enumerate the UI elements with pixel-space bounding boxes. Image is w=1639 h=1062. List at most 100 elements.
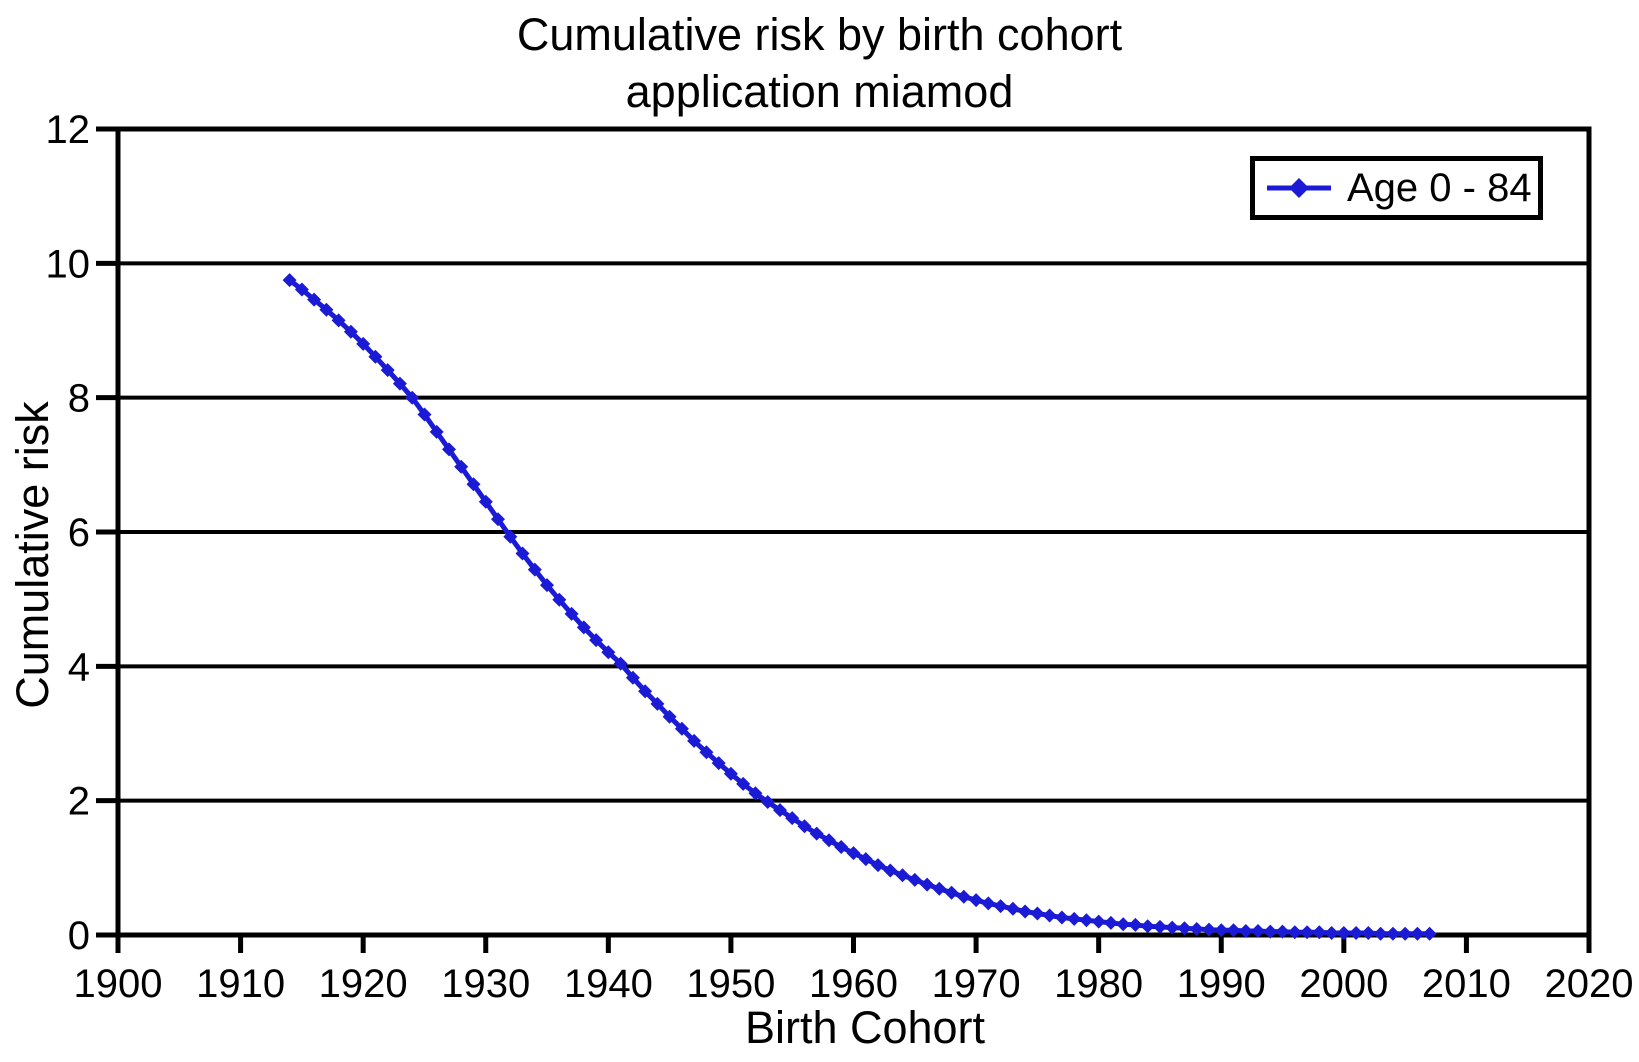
series-point: [662, 709, 677, 724]
series-point: [858, 852, 873, 867]
series-point: [1202, 922, 1216, 937]
legend-label: Age 0 - 84: [1347, 165, 1532, 210]
series-point: [932, 881, 947, 896]
series-point: [1422, 926, 1437, 941]
series-point: [503, 529, 518, 544]
series-point: [1165, 920, 1180, 935]
series-point: [343, 324, 358, 339]
x-tick-label: 1950: [686, 962, 775, 1006]
series-point: [773, 803, 787, 818]
chart-title: Cumulative risk by birth cohort applicat…: [0, 6, 1639, 120]
series-point: [1103, 915, 1118, 930]
series-point: [1385, 926, 1400, 941]
series-point: [625, 670, 640, 685]
series-point: [576, 620, 591, 635]
series-point: [723, 766, 738, 781]
y-tick-label: 8: [68, 377, 90, 421]
series-point: [1398, 926, 1413, 941]
series-point: [638, 684, 653, 699]
series-point: [1275, 924, 1290, 939]
series-point: [883, 863, 898, 878]
x-tick-label: 1940: [564, 962, 653, 1006]
series-point: [1373, 926, 1388, 941]
series-point: [454, 459, 469, 474]
legend-diamond-icon: [1289, 178, 1309, 198]
series-point: [736, 776, 751, 791]
series-point: [699, 745, 714, 760]
series-point: [1091, 914, 1106, 929]
series-point: [1128, 917, 1143, 932]
series-point: [282, 273, 297, 288]
series-point: [527, 562, 542, 577]
series-line: [288, 278, 1430, 937]
y-tick-label: 10: [46, 242, 91, 286]
series-point: [674, 721, 689, 736]
series-point: [552, 592, 567, 607]
series-point: [650, 696, 665, 711]
x-tick-label: 1970: [932, 962, 1021, 1006]
series-point: [601, 645, 616, 660]
series-point: [1189, 922, 1204, 936]
x-tick-label: 2020: [1545, 962, 1634, 1006]
series-point: [1324, 926, 1339, 940]
series-point: [1300, 925, 1315, 940]
x-tick-label: 1900: [74, 962, 163, 1006]
x-tick-label: 2010: [1422, 962, 1511, 1006]
series-point: [1226, 923, 1241, 938]
x-tick-label: 1980: [1054, 962, 1143, 1006]
series-point: [405, 390, 420, 405]
series-point: [1312, 925, 1327, 940]
series-point: [356, 336, 371, 351]
series-point: [1140, 919, 1155, 934]
series-point: [687, 733, 702, 748]
series-point: [1042, 908, 1057, 923]
series-point: [969, 893, 984, 908]
series-point: [491, 512, 505, 527]
series-point: [1018, 904, 1033, 919]
series-point: [1238, 924, 1253, 938]
series-point: [871, 858, 885, 873]
series-point: [785, 811, 800, 826]
series-point: [944, 885, 959, 900]
series-point: [307, 292, 322, 307]
x-axis-title: Birth Cohort: [744, 1002, 986, 1053]
series-point: [993, 899, 1008, 914]
chart-title-line2: application miamod: [625, 66, 1014, 118]
chart-title-line1: Cumulative risk by birth cohort: [516, 9, 1123, 60]
series-point: [417, 407, 432, 422]
series-point: [748, 786, 763, 801]
series-point: [895, 868, 910, 883]
series-point: [760, 795, 775, 809]
y-tick-label: 0: [68, 914, 90, 958]
y-tick-label: 12: [46, 108, 91, 152]
series-point: [331, 313, 346, 328]
series-point: [907, 872, 922, 887]
series-point: [515, 546, 530, 561]
series-point: [466, 477, 481, 492]
series-point: [1251, 924, 1265, 938]
series-point: [1336, 926, 1351, 940]
series-point: [846, 846, 861, 861]
series-point: [1361, 926, 1376, 940]
series-point: [1005, 901, 1020, 916]
series-point: [1214, 923, 1229, 938]
legend-marker-icon: [1267, 178, 1331, 198]
series-point: [1054, 910, 1069, 925]
y-tick-label: 4: [68, 645, 90, 689]
series-point: [920, 877, 935, 892]
x-tick-label: 1960: [809, 962, 898, 1006]
y-tick-label: 2: [68, 780, 90, 824]
series-point: [613, 656, 628, 671]
x-tick-label: 1990: [1177, 962, 1266, 1006]
series-point: [1153, 919, 1167, 934]
series-point: [1030, 906, 1045, 921]
series-point: [319, 302, 334, 317]
series-point: [981, 896, 996, 911]
series-point: [368, 349, 383, 364]
series-point: [540, 578, 554, 593]
series-point: [1349, 926, 1364, 940]
series-point: [822, 833, 836, 848]
series-point: [442, 442, 456, 457]
series-point: [797, 819, 812, 834]
